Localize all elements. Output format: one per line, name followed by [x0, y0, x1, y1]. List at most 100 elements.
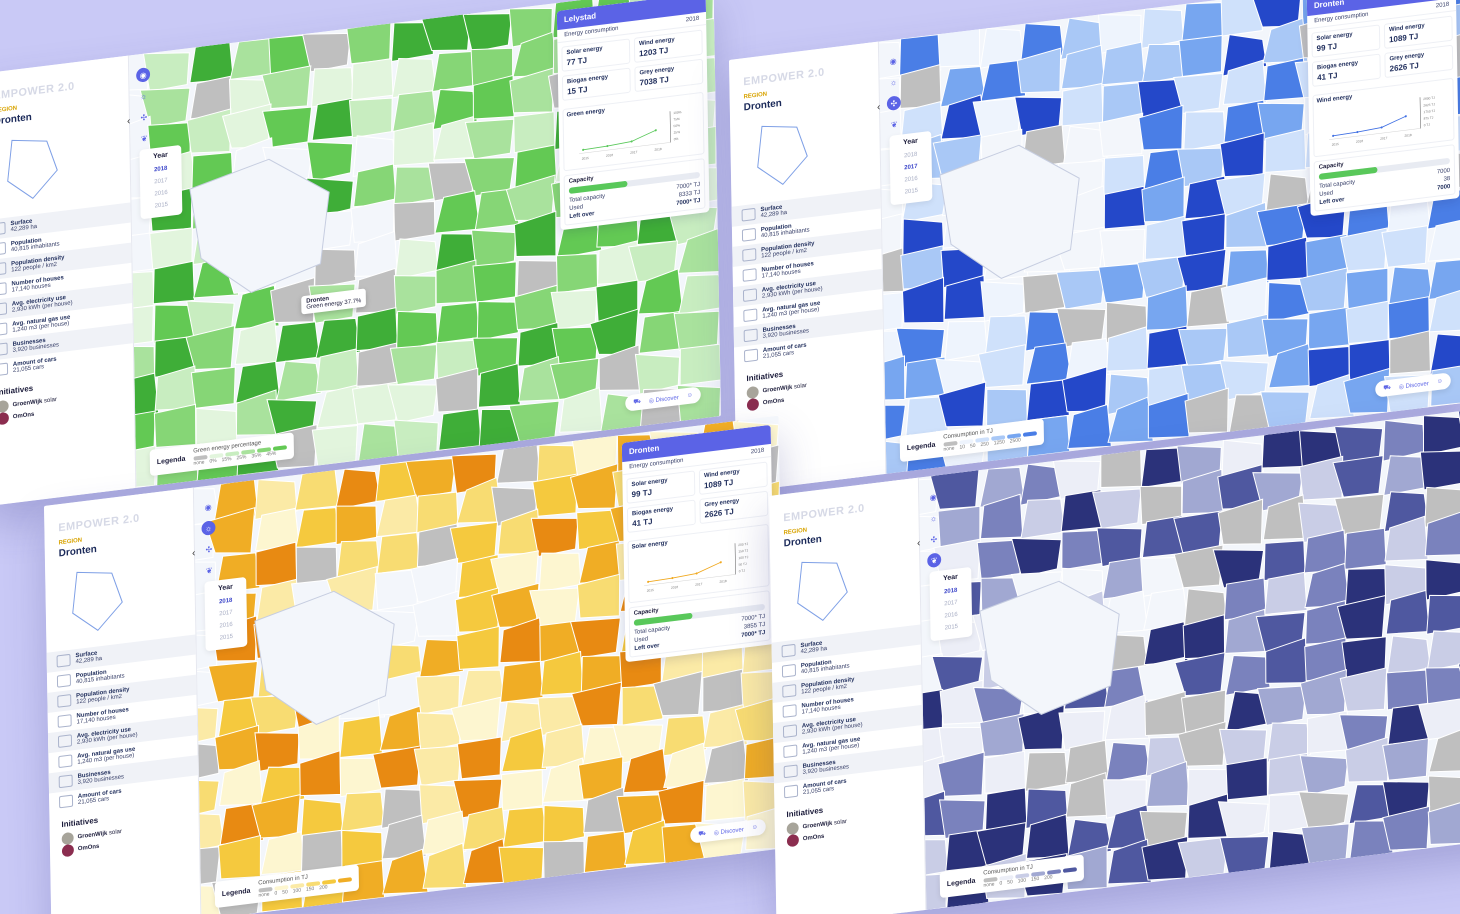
map-region[interactable] — [1381, 225, 1429, 269]
map-region[interactable] — [1263, 538, 1306, 582]
map-region[interactable] — [1307, 306, 1350, 350]
map-region[interactable] — [1260, 386, 1310, 431]
map-region[interactable] — [1225, 201, 1268, 251]
map-region[interactable] — [1419, 447, 1460, 491]
map-region[interactable] — [261, 65, 312, 111]
map-region[interactable] — [438, 408, 483, 451]
map-region[interactable] — [470, 225, 517, 271]
discover-button[interactable]: ◎ Discover — [648, 394, 679, 405]
energy-tile[interactable]: Solar energy 77 TJ — [561, 38, 631, 72]
map-region[interactable] — [1222, 59, 1268, 108]
map-region[interactable] — [389, 343, 438, 386]
map-region[interactable] — [1429, 330, 1460, 375]
map-region[interactable] — [421, 810, 467, 857]
map-region[interactable] — [1016, 47, 1062, 97]
map-region[interactable] — [1425, 663, 1460, 707]
map-region[interactable] — [1024, 748, 1069, 792]
map-region[interactable] — [1217, 796, 1269, 842]
map-region[interactable] — [1332, 455, 1384, 499]
map-region[interactable] — [301, 28, 352, 73]
energy-tile[interactable]: Biogas energy 15 TJ — [561, 67, 631, 102]
map-region[interactable] — [1345, 300, 1389, 345]
eye-icon[interactable]: ◉ — [204, 501, 212, 512]
map-region[interactable] — [1343, 367, 1391, 417]
map-region[interactable] — [306, 136, 354, 182]
map-region[interactable] — [542, 837, 585, 881]
sun-icon[interactable]: ☼ — [201, 520, 216, 536]
map-region[interactable] — [1256, 683, 1307, 727]
map-region[interactable] — [1266, 718, 1311, 763]
map-region[interactable] — [1382, 737, 1429, 782]
map-region[interactable] — [501, 727, 548, 774]
eye-icon[interactable]: ◉ — [136, 67, 151, 83]
map-region[interactable] — [393, 415, 439, 461]
map-region[interactable] — [1339, 667, 1388, 715]
map-region[interactable] — [1107, 838, 1152, 888]
map-region[interactable] — [339, 715, 383, 759]
map-region[interactable] — [532, 473, 578, 518]
eye-icon[interactable]: ◉ — [929, 491, 937, 502]
map-region[interactable] — [703, 739, 750, 786]
leaf-icon[interactable]: ❦ — [927, 552, 942, 569]
map-region[interactable] — [1225, 757, 1268, 801]
map-region[interactable] — [405, 455, 457, 499]
map-region[interactable] — [976, 537, 1022, 581]
map-region[interactable] — [1225, 651, 1271, 696]
map-region[interactable] — [1107, 396, 1154, 447]
car-icon[interactable]: ⛟ — [633, 398, 641, 406]
map-region[interactable] — [464, 117, 515, 160]
map-region[interactable] — [1264, 571, 1308, 616]
energy-tile[interactable]: Wind energy 1089 TJ — [698, 461, 768, 495]
map-region[interactable] — [316, 384, 363, 430]
map-region[interactable] — [1418, 697, 1460, 741]
map-region[interactable] — [496, 438, 542, 487]
map-region[interactable] — [391, 18, 434, 63]
map-region[interactable] — [1100, 442, 1143, 491]
map-region[interactable] — [1147, 392, 1190, 441]
leaf-icon[interactable]: ❦ — [140, 133, 148, 144]
sun-icon[interactable]: ☼ — [929, 513, 938, 524]
energy-tile[interactable]: Grey energy 7038 TJ — [634, 58, 704, 93]
map-region[interactable] — [1106, 326, 1149, 375]
energy-tile[interactable]: Grey energy 2626 TJ — [1384, 44, 1454, 79]
map-region[interactable] — [1424, 509, 1460, 559]
map-region[interactable] — [422, 842, 468, 893]
map-region[interactable] — [621, 683, 664, 726]
map-region[interactable] — [139, 84, 191, 128]
map-region[interactable] — [152, 260, 195, 305]
map-region[interactable] — [1092, 486, 1142, 530]
map-region[interactable] — [348, 95, 393, 139]
map-region[interactable] — [413, 744, 462, 787]
map-region[interactable] — [396, 307, 439, 352]
map-region[interactable] — [937, 751, 985, 800]
chevron-left-icon[interactable]: ‹ — [876, 101, 881, 114]
map-region[interactable] — [1426, 626, 1460, 672]
map-region[interactable] — [1382, 805, 1431, 853]
map-region[interactable] — [142, 48, 190, 93]
map-region[interactable] — [418, 635, 465, 680]
map-region[interactable] — [1387, 702, 1432, 746]
map-region[interactable] — [576, 573, 621, 621]
map-container[interactable] — [858, 405, 1460, 914]
map-region[interactable] — [937, 21, 981, 70]
map-region[interactable] — [1184, 387, 1229, 437]
map-region[interactable] — [980, 276, 1025, 322]
map-region[interactable] — [1173, 72, 1224, 115]
map-region[interactable] — [314, 244, 357, 289]
map-region[interactable] — [513, 210, 557, 261]
energy-tile[interactable]: Solar energy 99 TJ — [626, 470, 696, 504]
map-region[interactable] — [339, 753, 382, 798]
map-region[interactable] — [704, 778, 747, 822]
map-region[interactable] — [301, 829, 344, 872]
map-region[interactable] — [340, 789, 386, 833]
map-region[interactable] — [1067, 403, 1112, 451]
map-region[interactable] — [254, 727, 300, 772]
map-region[interactable] — [1264, 128, 1307, 175]
map-region[interactable] — [381, 814, 427, 862]
map-region[interactable] — [275, 357, 322, 403]
map-region[interactable] — [530, 513, 579, 558]
map-region[interactable] — [274, 321, 321, 364]
sun-icon[interactable]: ☼ — [889, 77, 898, 88]
wind-icon[interactable]: ✣ — [140, 112, 148, 123]
map-region[interactable] — [431, 49, 477, 93]
